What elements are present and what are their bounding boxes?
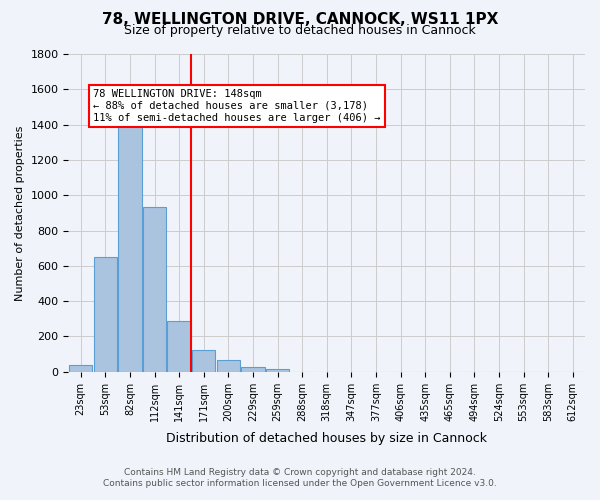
Text: Size of property relative to detached houses in Cannock: Size of property relative to detached ho… — [124, 24, 476, 37]
Text: 78 WELLINGTON DRIVE: 148sqm
← 88% of detached houses are smaller (3,178)
11% of : 78 WELLINGTON DRIVE: 148sqm ← 88% of det… — [93, 90, 380, 122]
Y-axis label: Number of detached properties: Number of detached properties — [15, 125, 25, 300]
Text: Contains HM Land Registry data © Crown copyright and database right 2024.
Contai: Contains HM Land Registry data © Crown c… — [103, 468, 497, 487]
Bar — [241, 368, 265, 372]
Bar — [266, 369, 289, 372]
X-axis label: Distribution of detached houses by size in Cannock: Distribution of detached houses by size … — [166, 432, 487, 445]
Bar — [94, 257, 117, 372]
Text: 78, WELLINGTON DRIVE, CANNOCK, WS11 1PX: 78, WELLINGTON DRIVE, CANNOCK, WS11 1PX — [102, 12, 498, 28]
Bar — [217, 360, 240, 372]
Bar — [69, 364, 92, 372]
Bar — [143, 206, 166, 372]
Bar — [118, 112, 142, 372]
Bar — [167, 320, 191, 372]
Bar — [192, 350, 215, 372]
